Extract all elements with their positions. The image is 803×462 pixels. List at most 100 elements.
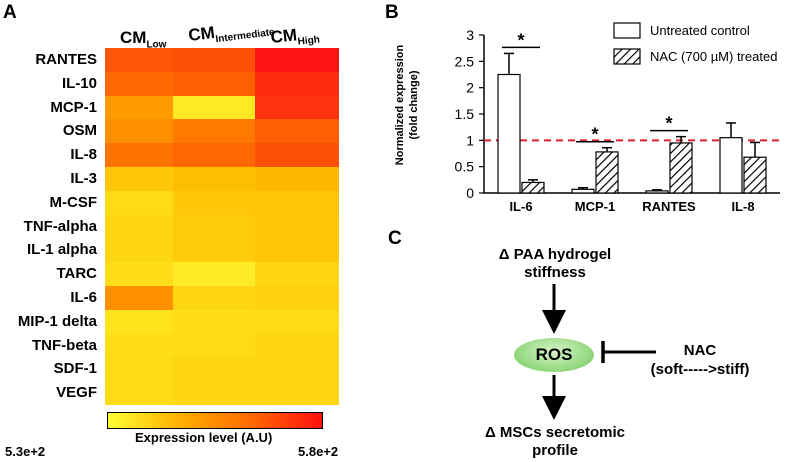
heatmap-cell xyxy=(255,214,339,239)
heatmap-cell xyxy=(255,119,339,144)
heatmap-cell xyxy=(255,95,339,120)
heatmap-cell xyxy=(105,167,173,192)
heatmap-cell xyxy=(173,95,255,120)
bar xyxy=(571,188,595,194)
heatmap-row-label: MCP-1 xyxy=(50,98,97,116)
flow-bottom-line2: profile xyxy=(532,442,578,459)
legend-label-nac: NAC (700 µM) treated xyxy=(650,49,777,64)
flow-inhibitor-line1: NAC xyxy=(683,342,717,359)
heatmap-row-label: OSM xyxy=(62,122,97,140)
heatmap-cell xyxy=(173,71,255,97)
y-tick-label: 0.5 xyxy=(455,159,475,175)
y-tick-label: 3 xyxy=(466,27,474,43)
heatmap-cell xyxy=(105,262,173,287)
heatmap-row-label: TNF-beta xyxy=(32,336,97,354)
heatmap-cell xyxy=(173,48,255,73)
bar xyxy=(669,142,693,194)
bar xyxy=(595,151,619,194)
y-tick-label: 1.5 xyxy=(455,106,475,122)
heatmap-cell xyxy=(173,214,255,239)
x-tick-label: MCP-1 xyxy=(575,199,615,214)
ros-label: ROS xyxy=(535,345,573,364)
heatmap-row-label: M-CSF xyxy=(49,193,98,211)
heatmap-row-label: MIP-1 delta xyxy=(17,312,97,330)
heatmap-row-label: IL-3 xyxy=(70,170,97,187)
colorbar-label: Expression level (A.U) xyxy=(135,430,273,445)
ros-node: ROS xyxy=(514,338,594,372)
heatmap-cell xyxy=(255,190,339,216)
heatmap-row-label: TARC xyxy=(56,265,97,283)
heatmap-cell xyxy=(255,381,339,406)
heatmap-cell xyxy=(173,190,255,216)
y-tick-label: 2 xyxy=(466,80,474,96)
y-tick-label: 1 xyxy=(466,132,474,148)
heatmap-cell xyxy=(173,286,255,311)
colorbar xyxy=(107,412,323,429)
heatmap-cell xyxy=(173,119,255,144)
y-tick-label: 2.5 xyxy=(455,53,475,69)
heatmap-cell xyxy=(173,167,255,192)
heatmap-cell xyxy=(105,286,173,311)
x-tick-label: RANTES xyxy=(642,199,696,214)
heatmap-cell xyxy=(173,262,255,287)
heatmap-row-label: IL-8 xyxy=(70,146,97,164)
heatmap-cell xyxy=(255,333,339,358)
heatmap-row-label: IL-1 alpha xyxy=(26,241,97,259)
flow-top-line1: Δ PAA hydrogel xyxy=(498,246,612,263)
heatmap-cell xyxy=(173,143,255,168)
heatmap-cell xyxy=(105,190,173,216)
legend-swatch-untreated xyxy=(613,22,641,39)
heatmap-cell xyxy=(105,357,173,382)
heatmap-row-label: SDF-1 xyxy=(53,360,97,378)
heatmap-cell xyxy=(255,262,339,287)
heatmap-row-label: IL-10 xyxy=(61,74,97,92)
heatmap-cell xyxy=(105,238,173,263)
heatmap-cell xyxy=(255,309,339,335)
legend-label-untreated: Untreated control xyxy=(650,23,750,38)
bar xyxy=(521,181,545,194)
heatmap-cell xyxy=(105,214,173,239)
heatmap-grid xyxy=(105,48,339,406)
heatmap-cell xyxy=(255,48,339,73)
heatmap-cell xyxy=(105,333,173,358)
heatmap-cell xyxy=(105,71,173,97)
colorbar-min: 5.3e+2 xyxy=(5,444,46,459)
colorbar-max: 5.8e+2 xyxy=(298,444,339,459)
heatmap-row-label: IL-6 xyxy=(70,289,97,306)
heatmap-cell xyxy=(105,309,173,335)
heatmap-cell xyxy=(105,381,173,406)
flow-inhibitor-line2: (soft----->stiff) xyxy=(650,361,750,378)
flow-bottom-line1: Δ MSCs secretomic xyxy=(484,424,625,441)
y-axis-title-line2: (fold change) xyxy=(408,70,420,139)
bar xyxy=(743,156,767,194)
heatmap-cell xyxy=(255,143,339,168)
y-tick-label: 0 xyxy=(466,185,474,201)
column-header-low: CMLow xyxy=(120,28,167,51)
significance-star: * xyxy=(517,30,524,50)
y-axis-title-line1: Normalized expression xyxy=(394,45,406,166)
heatmap-cell xyxy=(255,167,339,192)
heatmap-cell xyxy=(173,381,255,406)
bar xyxy=(497,73,521,194)
flow-top-line2: stiffness xyxy=(524,264,586,281)
heatmap-row-label: TNF-alpha xyxy=(23,217,97,235)
heatmap-cell xyxy=(173,333,255,358)
x-tick-label: IL-8 xyxy=(731,199,754,214)
bar xyxy=(645,190,669,194)
panel-a-letter: A xyxy=(3,2,17,23)
x-tick-label: IL-6 xyxy=(509,199,532,214)
heatmap-cell xyxy=(255,357,339,382)
heatmap-cell xyxy=(173,357,255,382)
significance-star: * xyxy=(665,114,672,134)
legend-swatch-nac xyxy=(613,48,641,65)
bar xyxy=(719,137,743,194)
heatmap-cell xyxy=(255,71,339,97)
heatmap-cell xyxy=(255,238,339,263)
heatmap-cell xyxy=(255,286,339,311)
heatmap-cell xyxy=(173,238,255,263)
heatmap-cell xyxy=(105,95,173,120)
significance-star: * xyxy=(591,125,598,145)
heatmap-row-label: RANTES xyxy=(35,51,97,68)
bar-chart: 0 0.5 1 1.5 2 2.5 3 IL-6 * MCP-1 * RANTES * IL-8 Nor… xyxy=(394,22,780,214)
heatmap-cell xyxy=(105,143,173,168)
